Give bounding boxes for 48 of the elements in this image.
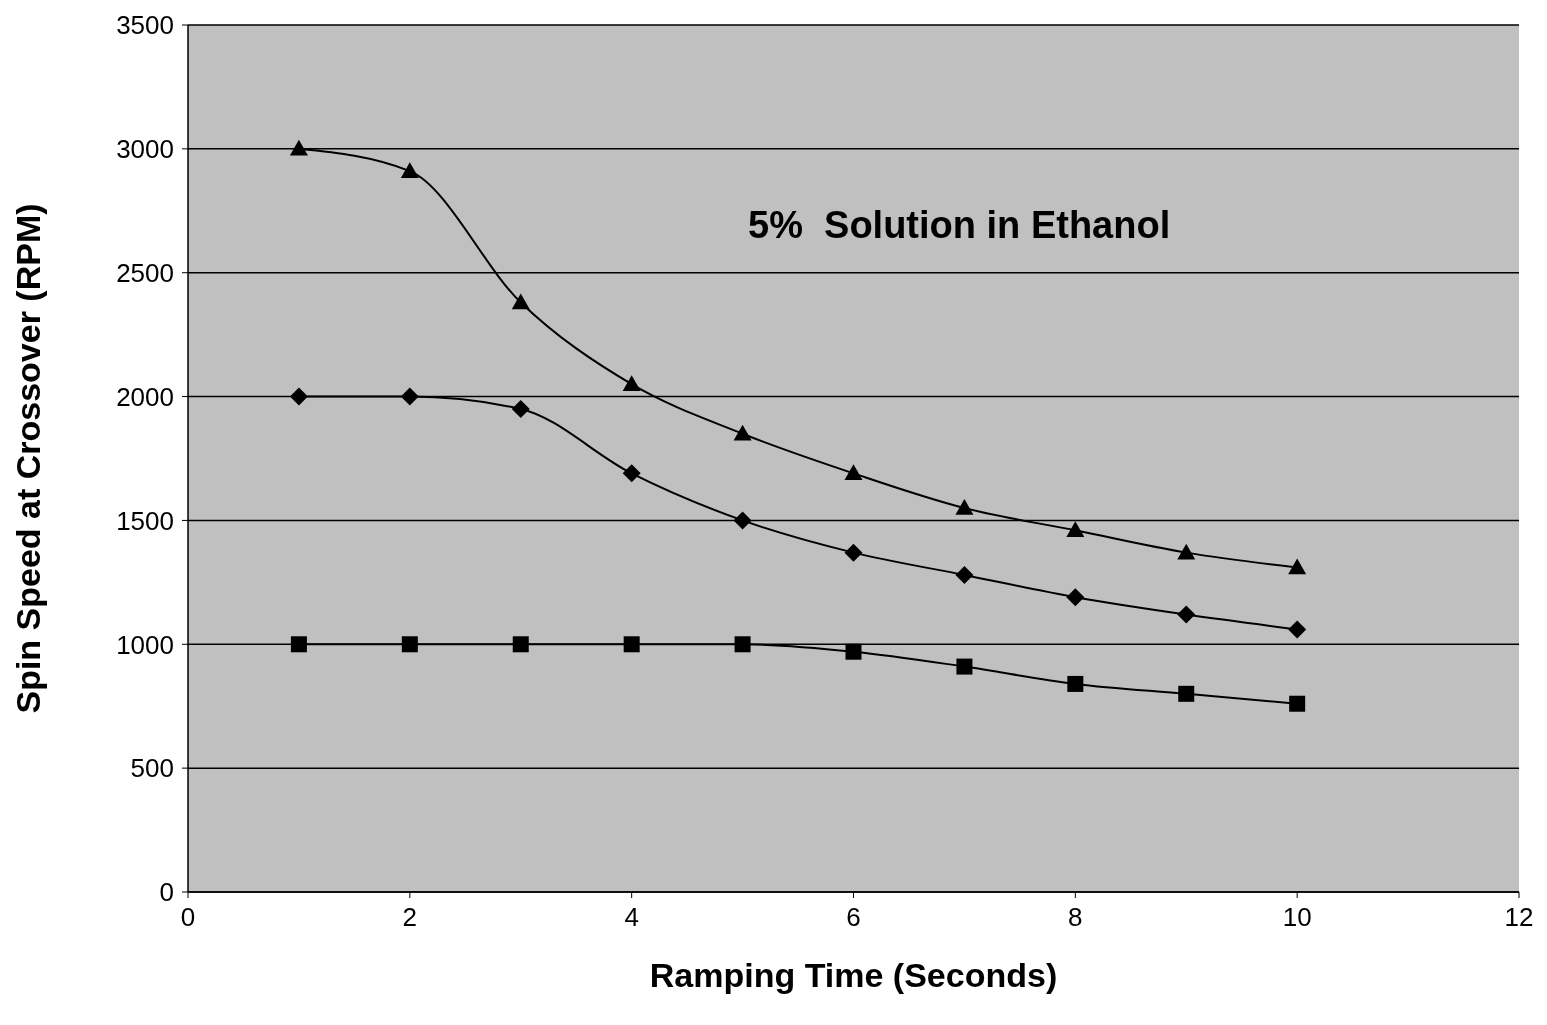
point <box>623 636 640 653</box>
point <box>845 643 862 660</box>
annotation: 5% Solution in Ethanol <box>748 204 1171 247</box>
point <box>1288 620 1307 639</box>
point <box>400 387 419 406</box>
y-tick-label: 1500 <box>116 505 174 536</box>
point <box>1177 605 1196 624</box>
point <box>290 636 307 653</box>
y-tick-label: 1000 <box>116 629 174 660</box>
y-axis-title: Spin Speed at Crossover (RPM) <box>9 203 48 714</box>
x-tick-label: 12 <box>1504 902 1534 933</box>
point <box>733 424 752 441</box>
point <box>400 162 419 178</box>
point <box>511 399 530 418</box>
point <box>844 464 863 481</box>
point <box>622 464 641 483</box>
point <box>511 293 530 310</box>
point <box>289 387 308 406</box>
point <box>956 658 973 675</box>
point <box>733 511 752 530</box>
x-tick-label: 0 <box>180 902 196 933</box>
y-tick-label: 3000 <box>116 134 174 165</box>
point <box>955 565 974 584</box>
point <box>1178 685 1195 702</box>
y-tick-label: 500 <box>130 753 174 784</box>
point <box>622 375 641 391</box>
y-tick-label: 2500 <box>116 257 174 288</box>
point <box>955 499 974 515</box>
x-tick-label: 8 <box>1068 902 1083 933</box>
x-tick-label: 6 <box>846 902 861 933</box>
x-tick-label: 2 <box>402 902 418 933</box>
point <box>1177 543 1196 560</box>
x-axis-title: Ramping Time (Seconds) <box>649 956 1058 994</box>
point <box>844 543 863 562</box>
point <box>401 636 418 653</box>
point <box>1289 695 1306 712</box>
point <box>289 139 308 156</box>
y-tick-label: 3500 <box>116 10 174 41</box>
point <box>512 636 529 653</box>
point <box>1066 521 1085 538</box>
y-tick-label: 0 <box>159 877 174 908</box>
point <box>1066 588 1085 607</box>
y-tick-label: 2000 <box>116 381 174 412</box>
point <box>1067 675 1084 692</box>
x-tick-label: 4 <box>624 902 639 933</box>
x-tick-label: 10 <box>1282 902 1312 933</box>
point <box>734 636 751 653</box>
point <box>1288 558 1307 575</box>
